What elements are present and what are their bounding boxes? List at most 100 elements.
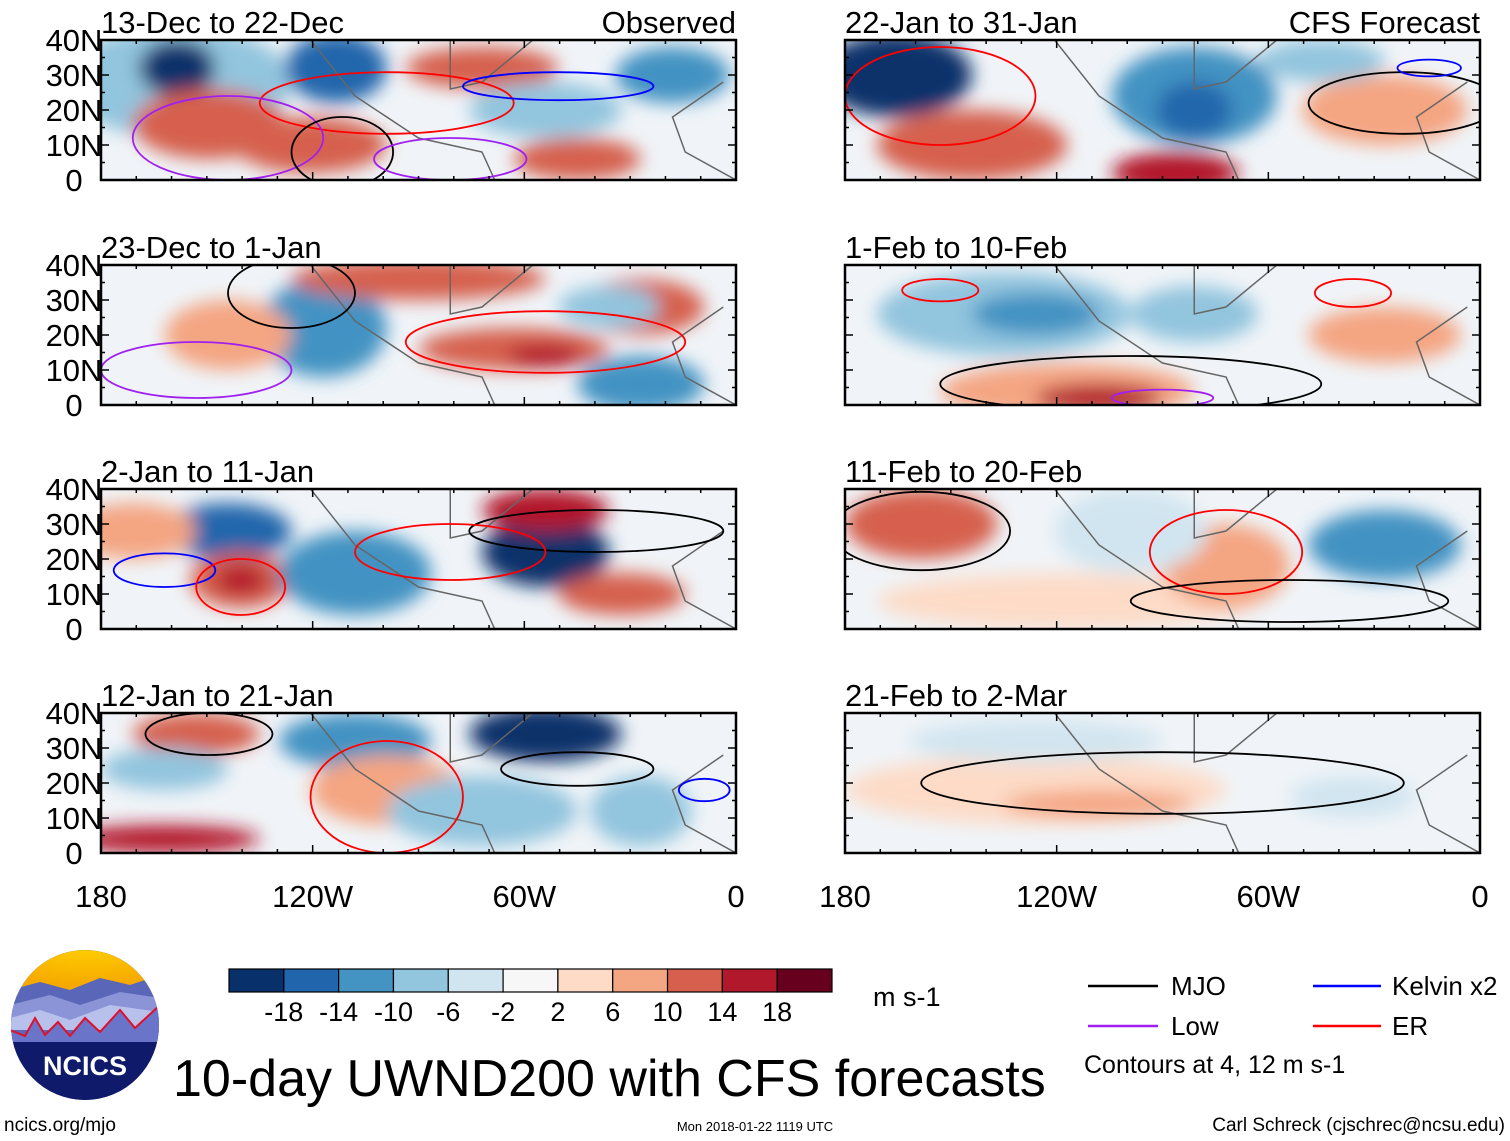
anomaly-shading bbox=[1308, 510, 1461, 580]
anomaly-shading bbox=[285, 40, 387, 103]
anomaly-shading bbox=[1257, 40, 1385, 82]
x-tick-label: 120W bbox=[1016, 879, 1098, 914]
anomaly-shading bbox=[1035, 384, 1163, 405]
panel-source-label: Observed bbox=[602, 5, 736, 40]
y-tick-label: 40N bbox=[46, 472, 103, 507]
anomaly-shading bbox=[164, 503, 292, 559]
wave-contour bbox=[1396, 58, 1462, 78]
colorbar-swatch bbox=[447, 968, 504, 993]
anomaly-shading bbox=[1156, 82, 1233, 138]
wave-contour bbox=[920, 751, 1405, 815]
panel-title: 22-Jan to 31-Jan bbox=[845, 5, 1078, 40]
wave-contour bbox=[195, 558, 287, 616]
map-panel: 21-Feb to 2-Mar bbox=[843, 678, 1482, 855]
wave-contour bbox=[468, 509, 725, 553]
wind-anomaly-field bbox=[101, 40, 730, 180]
coastline bbox=[1053, 713, 1240, 853]
wave-contour bbox=[131, 95, 325, 180]
x-tick-label: 120W bbox=[272, 879, 354, 914]
anomaly-shading bbox=[558, 286, 660, 328]
coastline bbox=[449, 489, 534, 539]
anomaly-shading bbox=[132, 713, 260, 755]
x-tick-label: 180 bbox=[819, 879, 871, 914]
wave-contour bbox=[500, 751, 655, 787]
colorbar-swatch bbox=[612, 968, 669, 993]
y-tick-label: 20N bbox=[46, 542, 103, 577]
footer-url[interactable]: ncics.org/mjo bbox=[4, 1115, 116, 1136]
panel-source-label: CFS Forecast bbox=[1289, 5, 1481, 40]
anomaly-shading bbox=[558, 573, 686, 615]
legend-label-kelvin: Kelvin x2 bbox=[1392, 971, 1498, 1001]
wind-anomaly-field bbox=[164, 265, 705, 405]
anomaly-shading bbox=[101, 825, 260, 853]
x-tick-label: 0 bbox=[727, 879, 744, 914]
anomaly-shading bbox=[101, 503, 197, 559]
anomaly-shading bbox=[278, 531, 432, 615]
anomaly-shading bbox=[101, 748, 228, 790]
panel-title: 11-Feb to 20-Feb bbox=[845, 454, 1082, 489]
wave-contour bbox=[101, 341, 293, 399]
wind-anomaly-field bbox=[101, 713, 692, 853]
x-tick-label: 60W bbox=[492, 879, 556, 914]
coastline bbox=[449, 40, 534, 90]
colorbar-label: 10 bbox=[653, 997, 683, 1027]
panel-title: 23-Dec to 1-Jan bbox=[101, 230, 322, 265]
legend-label-er: ER bbox=[1392, 1011, 1428, 1041]
wind-anomaly-field bbox=[845, 720, 1417, 825]
y-tick-label: 40N bbox=[46, 248, 103, 283]
anomaly-shading bbox=[482, 489, 609, 531]
y-tick-label: 0 bbox=[65, 836, 82, 871]
y-tick-label: 0 bbox=[65, 612, 82, 647]
colorbar-units: m s-1 bbox=[873, 982, 941, 1012]
wave-contour bbox=[1110, 388, 1215, 405]
colorbar-swatch bbox=[338, 968, 395, 993]
map-panel: 1-Feb to 10-Feb bbox=[843, 230, 1482, 407]
anomaly-shading bbox=[386, 776, 578, 846]
colorbar-swatch bbox=[776, 968, 833, 993]
anomaly-shading bbox=[615, 47, 730, 103]
colorbar-label: -14 bbox=[319, 997, 358, 1027]
anomaly-shading bbox=[876, 110, 1068, 180]
coastline bbox=[1415, 754, 1480, 853]
coastline bbox=[1053, 489, 1240, 629]
anomaly-shading bbox=[164, 300, 292, 370]
panel-title: 13-Dec to 22-Dec bbox=[101, 5, 344, 40]
logo-text: NCICS bbox=[43, 1051, 127, 1081]
y-tick-label: 30N bbox=[46, 283, 103, 318]
colorbar-label: 14 bbox=[707, 997, 737, 1027]
anomaly-shading bbox=[1054, 489, 1207, 573]
y-tick-label: 0 bbox=[65, 388, 82, 423]
colorbar-swatch bbox=[557, 968, 614, 993]
anomaly-shading bbox=[405, 47, 559, 89]
colorbar-label: -2 bbox=[491, 997, 515, 1027]
wave-contour bbox=[404, 310, 687, 374]
y-tick-label: 20N bbox=[46, 93, 103, 128]
coastline bbox=[671, 530, 736, 629]
wave-contour bbox=[677, 777, 731, 803]
wave-contour bbox=[939, 355, 1323, 405]
map-panel: 11-Feb to 20-Feb bbox=[843, 454, 1482, 631]
y-tick-label: 20N bbox=[46, 318, 103, 353]
coastline bbox=[449, 713, 534, 763]
coastline bbox=[1053, 40, 1240, 180]
wave-contour bbox=[290, 116, 394, 180]
colorbar-swatch bbox=[666, 968, 723, 993]
anomaly-shading bbox=[1308, 307, 1461, 363]
panel-title: 12-Jan to 21-Jan bbox=[101, 678, 334, 713]
y-tick-label: 30N bbox=[46, 731, 103, 766]
colorbar-label: 18 bbox=[762, 997, 792, 1027]
coastline bbox=[449, 265, 534, 315]
y-tick-label: 0 bbox=[65, 163, 82, 198]
y-tick-label: 30N bbox=[46, 58, 103, 93]
figure-title: 10-day UWND200 with CFS forecasts bbox=[173, 1050, 1046, 1108]
anomaly-shading bbox=[469, 713, 622, 762]
coastline bbox=[309, 489, 496, 629]
colorbar-swatch bbox=[392, 968, 449, 993]
x-tick-label: 180 bbox=[75, 879, 127, 914]
contour-note: Contours at 4, 12 m s-1 bbox=[1084, 1051, 1345, 1079]
coastline bbox=[309, 40, 496, 180]
